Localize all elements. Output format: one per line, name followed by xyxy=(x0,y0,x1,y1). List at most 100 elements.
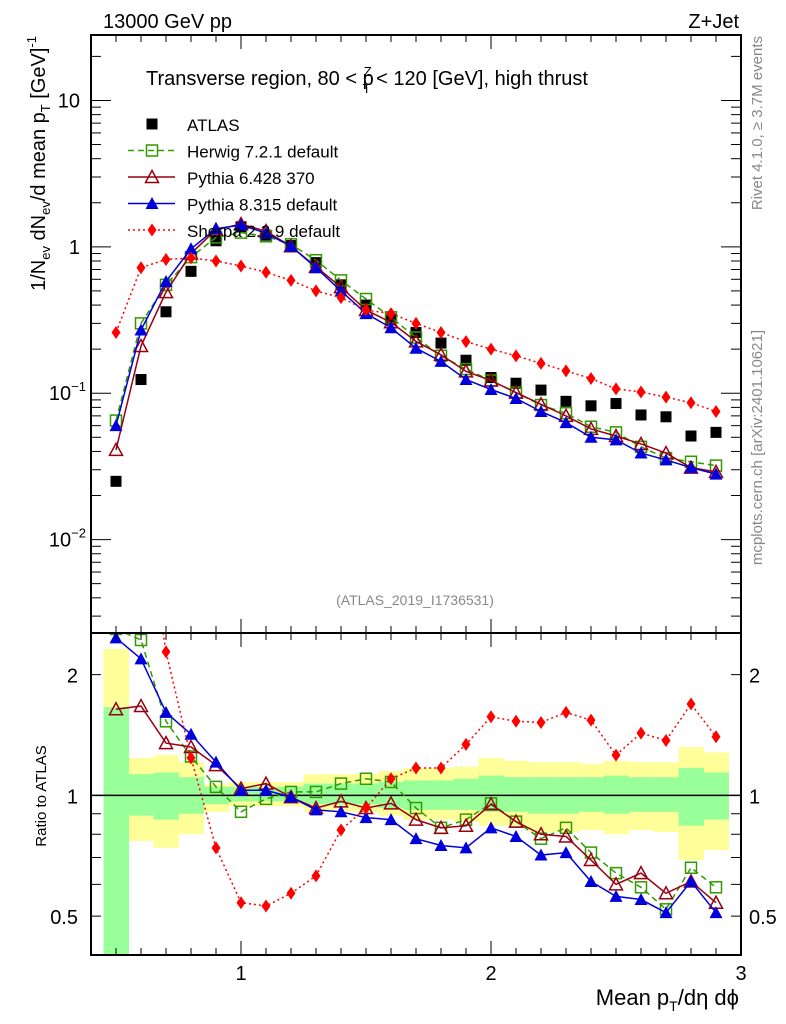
data-point xyxy=(584,874,598,887)
data-point xyxy=(361,801,371,815)
data-point xyxy=(334,284,348,297)
data-point xyxy=(711,730,721,744)
plot-title-sub: T xyxy=(363,81,371,96)
data-point xyxy=(309,803,323,816)
data-point xyxy=(510,377,522,389)
data-point xyxy=(511,349,521,363)
stat-uncertainty-band xyxy=(578,777,604,812)
data-point xyxy=(458,817,474,833)
ylabel-sub: T xyxy=(38,104,53,112)
rivet-label: Rivet 4.1.0, ≥ 3.7M events xyxy=(749,36,766,210)
ratio-y-tick-label: 2 xyxy=(67,666,78,688)
plot-title-sup: Z xyxy=(364,64,372,79)
data-point xyxy=(459,841,473,854)
data-point xyxy=(709,467,723,480)
data-point xyxy=(133,337,149,353)
data-point xyxy=(112,381,121,394)
legend-marker xyxy=(145,144,159,157)
data-point xyxy=(661,390,671,404)
data-point xyxy=(408,811,424,826)
data-point xyxy=(286,273,296,287)
data-point xyxy=(411,761,421,775)
data-point xyxy=(536,356,546,370)
data-point xyxy=(636,385,646,399)
data-point xyxy=(158,735,174,750)
data-point xyxy=(134,652,148,665)
data-point xyxy=(559,846,573,859)
data-point xyxy=(209,222,223,235)
data-point xyxy=(659,906,673,919)
ylabel-part: 1/N xyxy=(28,260,50,291)
ratio-bands xyxy=(91,648,741,955)
data-point xyxy=(209,780,223,794)
legend-label: Sherpa 2.2.9 default xyxy=(187,222,340,241)
data-point xyxy=(411,316,421,330)
stat-uncertainty-band xyxy=(478,775,504,812)
stat-uncertainty-band xyxy=(353,783,379,805)
legend: ATLAS Herwig 7.2.1 default Pythia 6.428 37… xyxy=(128,116,340,241)
data-point xyxy=(137,483,146,496)
data-point xyxy=(135,374,147,386)
data-point xyxy=(336,291,346,305)
data-point xyxy=(634,881,648,894)
data-point xyxy=(359,811,373,824)
stat-uncertainty-band xyxy=(628,777,654,812)
data-point xyxy=(586,372,596,386)
data-point xyxy=(561,364,571,378)
data-point xyxy=(234,783,248,796)
data-point xyxy=(633,865,649,880)
main-series xyxy=(108,216,724,487)
main-y-axis-label: 1/Nev dNev/d mean pT [GeV]-1 xyxy=(24,36,53,291)
data-point xyxy=(611,382,621,396)
data-point xyxy=(686,697,696,711)
data-point xyxy=(508,813,524,828)
data-point xyxy=(484,382,498,395)
data-point xyxy=(336,823,346,837)
data-point xyxy=(585,400,597,412)
source-label: mcplots.cern.ch [arXiv:2401.10621] xyxy=(749,330,766,565)
data-point xyxy=(511,714,521,728)
stat-uncertainty-band xyxy=(103,707,129,955)
data-point xyxy=(236,259,246,273)
data-point xyxy=(686,396,696,410)
data-point xyxy=(461,737,471,751)
data-point xyxy=(134,323,148,336)
data-point xyxy=(311,869,321,883)
data-point xyxy=(386,772,396,786)
xlabel-part: Mean p xyxy=(596,985,669,1010)
ylabel-part: /d mean p xyxy=(28,112,50,201)
data-point xyxy=(384,321,398,334)
ylabel-sub: ev xyxy=(38,201,53,215)
data-point xyxy=(559,821,573,835)
data-point xyxy=(460,354,472,366)
y-tick-label: 1 xyxy=(69,237,80,259)
data-point xyxy=(561,705,571,719)
legend-item: Pythia 8.315 default xyxy=(128,196,338,215)
data-point xyxy=(433,819,449,835)
data-point xyxy=(584,846,598,859)
data-point xyxy=(211,254,221,268)
legend-marker xyxy=(147,223,157,237)
stat-uncertainty-band xyxy=(503,777,529,812)
data-point xyxy=(534,848,548,861)
legend-marker xyxy=(146,118,158,130)
data-point xyxy=(210,235,222,247)
data-point xyxy=(658,885,674,900)
x-axis-label: Mean pT/dη dϕ xyxy=(596,985,739,1014)
header-left: 13000 GeV pp xyxy=(103,11,232,33)
data-point xyxy=(710,426,722,438)
analysis-label: (ATLAS_2019_I1736531) xyxy=(336,592,494,608)
data-point xyxy=(284,239,298,252)
data-point xyxy=(610,398,622,410)
ratio-y-tick-label-right: 1 xyxy=(749,786,760,808)
data-point xyxy=(434,838,448,851)
data-point xyxy=(409,832,423,845)
stat-uncertainty-band xyxy=(453,778,479,810)
data-point xyxy=(109,419,123,432)
legend-label: ATLAS xyxy=(187,116,240,135)
data-point xyxy=(709,906,723,919)
data-point xyxy=(459,373,473,386)
data-point xyxy=(435,337,447,349)
data-point xyxy=(409,341,423,354)
